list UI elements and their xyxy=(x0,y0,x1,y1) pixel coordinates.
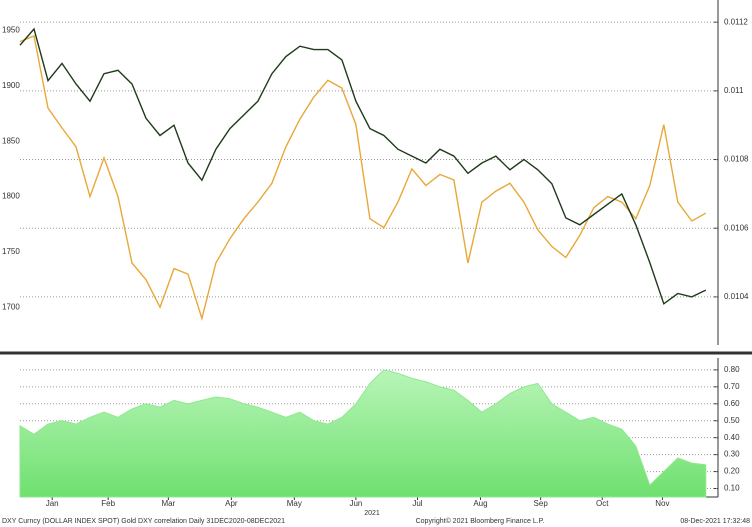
y2-tick-label: 0.0112 xyxy=(724,17,748,26)
x-tick-label: Sep xyxy=(534,499,549,508)
line xyxy=(19,35,707,321)
y2-tick-label: 0.60 xyxy=(724,399,740,408)
y-tick-label: 1900 xyxy=(2,81,20,90)
line xyxy=(19,27,707,305)
x-axis-label: 2021 xyxy=(364,510,380,517)
x-tick-label: Jan xyxy=(46,499,59,508)
area xyxy=(19,369,707,498)
x-tick-label: Nov xyxy=(655,499,669,508)
y2-tick-label: 0.70 xyxy=(724,382,740,391)
y2-tick-label: 0.80 xyxy=(724,365,740,374)
y2-tick-label: 0.10 xyxy=(724,484,740,493)
y2-tick-label: 0.50 xyxy=(724,416,740,425)
y2-tick-label: 0.0106 xyxy=(724,223,749,232)
y2-tick-label: 0.20 xyxy=(724,467,740,476)
x-tick-label: Jun xyxy=(349,499,362,508)
y-tick-label: 1700 xyxy=(2,302,20,311)
y2-tick-label: 0.011 xyxy=(724,86,744,95)
x-tick-label: Feb xyxy=(101,499,115,508)
x-tick-label: Mar xyxy=(161,499,175,508)
y-tick-label: 1750 xyxy=(2,247,20,256)
y-tick-label: 1850 xyxy=(2,136,20,145)
y-tick-label: 1950 xyxy=(2,26,20,35)
footer-center: Copyright© 2021 Bloomberg Finance L.P. xyxy=(416,517,545,525)
x-tick-label: May xyxy=(287,499,302,508)
x-tick-label: Jul xyxy=(412,499,422,508)
y2-tick-label: 0.0104 xyxy=(724,292,749,301)
footer-right: 08-Dec-2021 17:32:48 xyxy=(680,518,750,525)
x-tick-label: Apr xyxy=(225,499,238,508)
y2-tick-label: 0.40 xyxy=(724,433,740,442)
y-tick-label: 1800 xyxy=(2,192,20,201)
x-tick-label: Aug xyxy=(473,499,487,508)
x-tick-label: Oct xyxy=(596,499,609,508)
y2-tick-label: 0.30 xyxy=(724,450,740,459)
y2-tick-label: 0.0108 xyxy=(724,155,749,164)
footer-left: DXY Curncy (DOLLAR INDEX SPOT) Gold DXY … xyxy=(2,518,285,525)
